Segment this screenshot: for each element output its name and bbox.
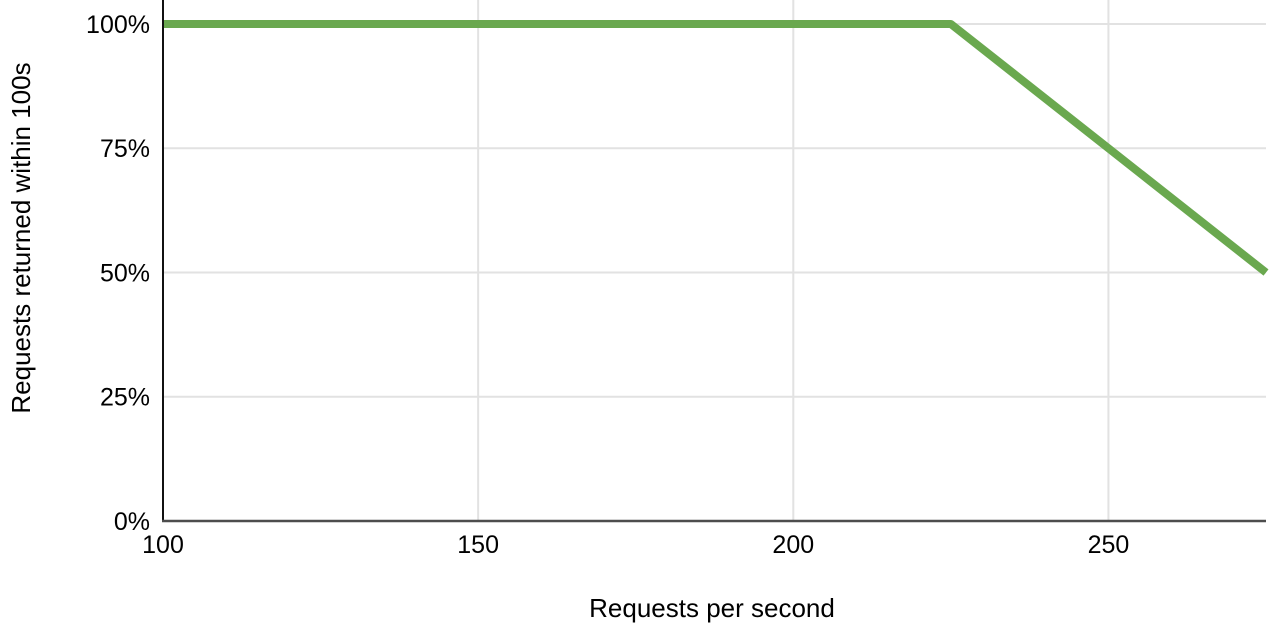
x-tick-label: 200 [772, 531, 814, 559]
y-tick-label: 50% [100, 259, 150, 287]
series-line [164, 20, 1269, 276]
y-tick-label: 25% [100, 384, 150, 412]
y-tick-label: 100% [86, 11, 150, 39]
x-tick-label: 250 [1088, 531, 1130, 559]
y-tick-label: 0% [114, 508, 150, 536]
y-tick-label: 75% [100, 135, 150, 163]
y-axis-title: Requests returned within 100s [6, 62, 36, 414]
x-axis-title: Requests per second [589, 593, 835, 623]
x-tick-label: 100 [142, 531, 184, 559]
x-tick-label: 150 [457, 531, 499, 559]
